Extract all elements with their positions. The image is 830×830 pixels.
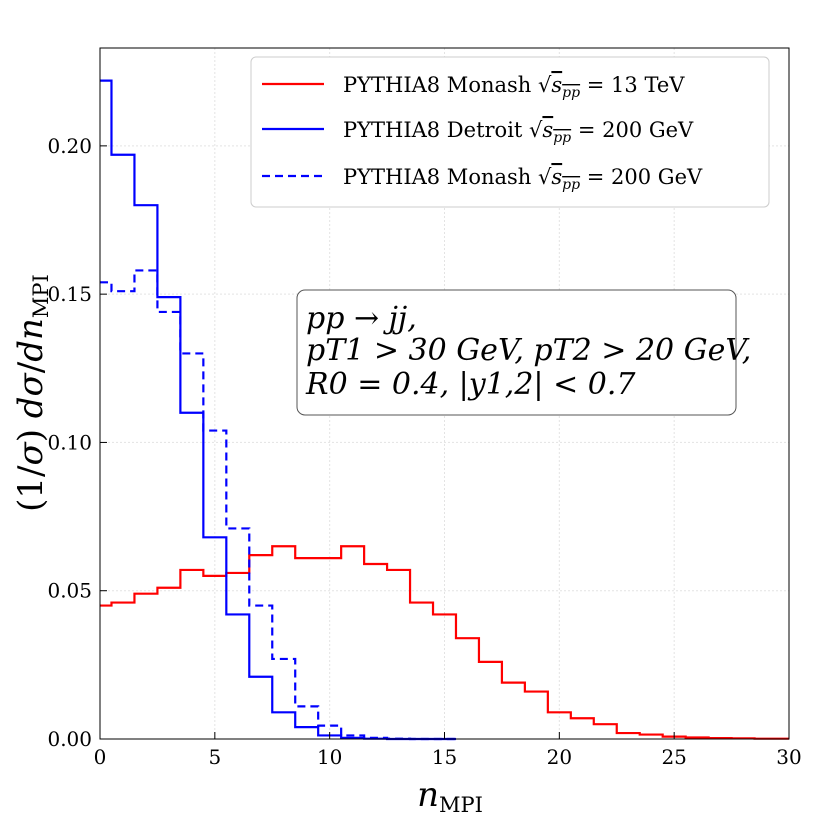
series-line-0: [100, 545, 789, 740]
annotation: pp → jj, pT1 > 30 GeV, pT2 > 20 GeV, R0 …: [296, 289, 751, 416]
y-tick-label: 0.15: [47, 282, 92, 306]
annotation-line-2: pT1 > 30 GeV, pT2 > 20 GeV,: [306, 333, 751, 368]
y-tick-label: 0.00: [47, 727, 92, 751]
tick-layer: 0 5 10 15 20 25 30 0.00 0.05 0.10 0.15 0.20: [47, 134, 801, 769]
x-tick-label: 0: [94, 745, 107, 769]
x-tick-label: 30: [776, 745, 801, 769]
annotation-line-1: pp → jj,: [306, 301, 417, 336]
annotation-line-3: R0 = 0.4, |y1,2| < 0.7: [305, 367, 636, 402]
x-tick-label: 10: [317, 745, 342, 769]
legend-box: [250, 56, 770, 208]
x-tick-label: 15: [432, 745, 457, 769]
x-tick-label: 20: [547, 745, 572, 769]
x-axis-label: nMPI: [417, 775, 483, 817]
x-tick-label: 5: [208, 745, 221, 769]
y-tick-label: 0.10: [47, 430, 92, 454]
x-tick-label: 25: [661, 745, 686, 769]
y-tick-label: 0.05: [47, 579, 92, 603]
y-tick-label: 0.20: [47, 134, 92, 158]
legend: PYTHIA8 Monash √spp = 13 TeV PYTHIA8 Det…: [250, 56, 770, 208]
annotation-box: [296, 289, 737, 416]
legend-label-monash-200gev: PYTHIA8 Monash √spp = 200 GeV: [343, 165, 703, 193]
legend-label-detroit-200gev: PYTHIA8 Detroit √spp = 200 GeV: [343, 118, 694, 146]
series-line-2: [100, 269, 456, 741]
legend-label-monash-13tev: PYTHIA8 Monash √spp = 13 TeV: [343, 73, 685, 101]
